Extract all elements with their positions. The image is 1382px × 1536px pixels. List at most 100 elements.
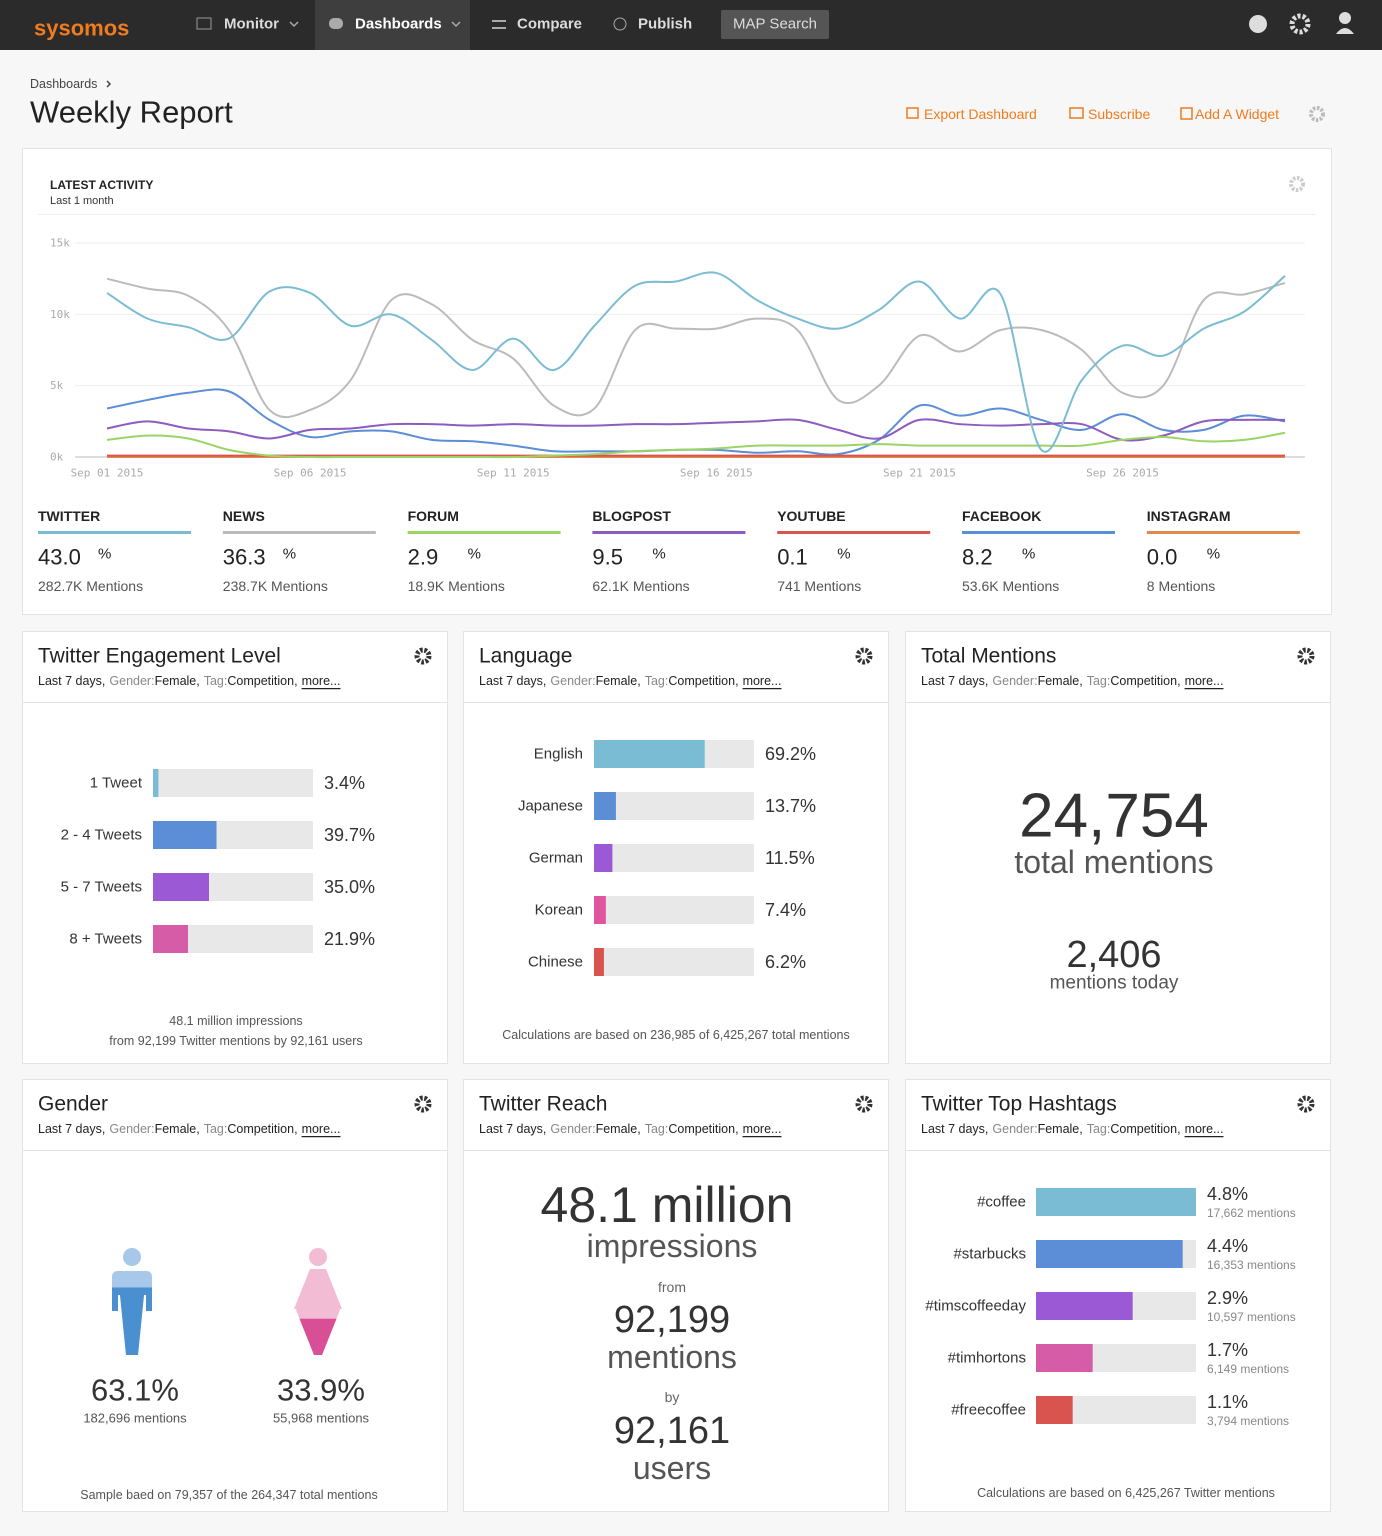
settings-icon[interactable] (1289, 176, 1305, 192)
legend-unit: % (283, 546, 296, 563)
settings-icon-hub (421, 654, 425, 658)
filter-text: Last 7 days, (921, 1122, 988, 1136)
action-link[interactable]: Add A Widget (1195, 106, 1279, 122)
bar (1036, 1396, 1073, 1424)
panel-subtitle: Last 1 month (50, 195, 114, 207)
legend-unit: % (468, 546, 481, 563)
legend-percent: 9.5 (592, 545, 623, 570)
legend-mentions: 18.9K Mentions (408, 578, 505, 594)
y-tick-label: 0k (50, 451, 64, 464)
bar-mentions: 16,353 mentions (1207, 1258, 1296, 1272)
legend-swatch (407, 531, 561, 534)
bar-value: 11.5% (765, 848, 815, 868)
settings-icon[interactable] (855, 1095, 873, 1113)
bar (594, 844, 613, 872)
bar-value: 7.4% (765, 900, 806, 920)
bar-value: 1.1% (1207, 1392, 1248, 1412)
legend-name: TWITTER (38, 508, 100, 524)
footer: 48.1 million impressions (169, 1014, 302, 1028)
y-tick-label: 5k (50, 379, 64, 392)
bar (594, 792, 616, 820)
filter-text: Tag: (1087, 674, 1111, 688)
big-number: mentions (607, 1339, 737, 1375)
legend-swatch (222, 531, 376, 534)
filter-text: Last 7 days, (479, 674, 546, 688)
widget-title: Twitter Engagement Level (38, 645, 281, 668)
gender-mentions: 182,696 mentions (83, 1411, 187, 1426)
big-number: impressions (587, 1228, 758, 1264)
more-link[interactable]: more... (1185, 674, 1224, 688)
bar-label: English (534, 746, 583, 763)
add-icon (1180, 107, 1193, 120)
legend-percent: 2.9 (408, 545, 439, 570)
nav-item[interactable]: Dashboards (355, 16, 442, 33)
settings-icon[interactable] (1309, 106, 1325, 122)
x-tick-label: Sep 01 2015 (71, 467, 144, 480)
action-link[interactable]: Export Dashboard (924, 106, 1037, 122)
bar-label: German (529, 850, 583, 867)
help-icon[interactable] (1249, 15, 1267, 33)
bar-value: 6.2% (765, 952, 806, 972)
settings-icon[interactable] (414, 647, 432, 665)
legend-percent: 43.0 (38, 545, 81, 570)
filter-text: Competition, (668, 674, 738, 688)
line-series (106, 271, 1286, 453)
breadcrumb[interactable]: Dashboards (30, 77, 97, 91)
widget-filters: Last 7 days, Gender:Female, Tag:Competitio… (921, 674, 1223, 688)
more-link[interactable]: more... (302, 674, 341, 688)
more-link[interactable]: more... (1185, 1122, 1224, 1136)
search-label[interactable]: MAP Search (733, 16, 817, 33)
widget-title: Twitter Top Hashtags (921, 1093, 1117, 1116)
search-button[interactable] (721, 10, 829, 39)
legend-name: BLOGPOST (592, 508, 671, 524)
line-series (106, 277, 1286, 419)
filter-text: Tag: (1087, 1122, 1111, 1136)
action-link[interactable]: Subscribe (1088, 106, 1150, 122)
more-link[interactable]: more... (743, 1122, 782, 1136)
filter-text: Tag: (645, 674, 669, 688)
legend-swatch (777, 531, 931, 534)
bar-value: 4.8% (1207, 1184, 1248, 1204)
bar-track (594, 948, 754, 976)
more-link[interactable]: more... (743, 674, 782, 688)
bar-value: 13.7% (765, 796, 816, 816)
nav-item[interactable]: Publish (638, 16, 692, 33)
filter-text: Gender: (550, 1122, 595, 1136)
legend-percent: 36.3 (223, 545, 266, 570)
nav-item[interactable]: Compare (517, 16, 582, 33)
settings-icon[interactable] (1289, 13, 1311, 35)
footer: Calculations are based on 236,985 of 6,4… (502, 1028, 849, 1042)
bar-value: 2.9% (1207, 1288, 1248, 1308)
line-series (106, 431, 1286, 459)
bar-mentions: 6,149 mentions (1207, 1362, 1289, 1376)
more-link[interactable]: more... (302, 1122, 341, 1136)
widget-filters: Last 7 days, Gender:Female, Tag:Competitio… (479, 1122, 781, 1136)
bar (1036, 1188, 1196, 1216)
settings-icon-hub (421, 1102, 425, 1106)
settings-icon-hub (862, 1102, 866, 1106)
bar-label: Chinese (528, 954, 583, 971)
footer: Calculations are based on 6,425,267 Twit… (977, 1486, 1275, 1500)
y-tick-label: 15k (50, 237, 70, 250)
settings-icon[interactable] (414, 1095, 432, 1113)
bar (594, 948, 604, 976)
filter-text: Last 7 days, (479, 1122, 546, 1136)
bar-label: #starbucks (953, 1246, 1026, 1263)
filter-text: Gender: (992, 1122, 1037, 1136)
filter-text: Competition, (668, 1122, 738, 1136)
settings-icon-hub (1304, 1102, 1308, 1106)
nav-item[interactable]: Monitor (224, 16, 279, 33)
settings-icon[interactable] (855, 647, 873, 665)
user-icon[interactable] (1339, 12, 1351, 24)
compare-icon (492, 20, 506, 29)
logo[interactable]: sysomos (34, 16, 129, 41)
filter-text: Female, (155, 674, 200, 688)
settings-icon[interactable] (1297, 647, 1315, 665)
bar-label: #freecoffee (951, 1402, 1026, 1419)
bar-value: 1.7% (1207, 1340, 1248, 1360)
settings-icon[interactable] (1297, 1095, 1315, 1113)
filter-text: Gender: (550, 674, 595, 688)
bar-value: 35.0% (324, 877, 375, 897)
big-number: 92,161 (614, 1410, 730, 1452)
bar (1036, 1344, 1093, 1372)
